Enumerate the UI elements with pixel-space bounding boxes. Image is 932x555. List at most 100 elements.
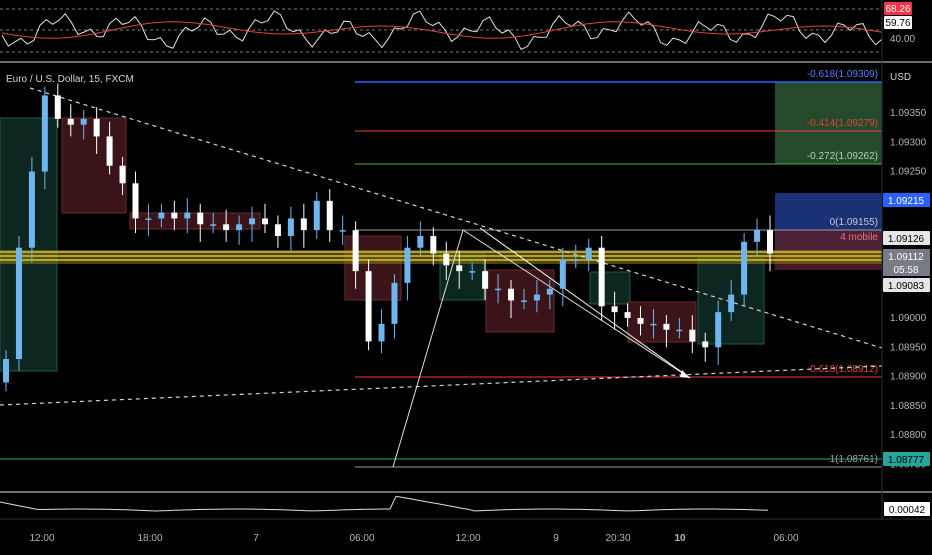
candle-body <box>287 218 294 236</box>
session-box <box>485 269 555 333</box>
candle-body <box>274 224 281 236</box>
time-axis-label: 7 <box>253 533 259 544</box>
candle-body <box>702 341 709 348</box>
candle-body <box>637 318 644 324</box>
rsi-pane[interactable] <box>0 8 883 53</box>
oscillator-value: 0.00042 <box>889 505 926 516</box>
candle-body <box>54 95 61 119</box>
candle-body <box>572 259 579 261</box>
candle-body <box>689 329 696 342</box>
candle-body <box>15 247 22 359</box>
rsi-axis: 68.26 59.76 40.00 <box>884 2 915 45</box>
candle-body <box>598 247 605 307</box>
candle-body <box>585 247 592 260</box>
rsi-line <box>1 10 883 51</box>
candle-body <box>300 218 307 231</box>
price-badge <box>883 231 930 245</box>
fib-label-neg618: -0.618(1.09309) <box>807 69 878 80</box>
candle-body <box>3 359 9 383</box>
price-badge <box>883 452 930 466</box>
price-tick-label: 1.09300 <box>890 137 927 148</box>
currency-label: USD <box>890 72 911 83</box>
oscillator-line <box>0 495 769 512</box>
candle-body <box>391 282 398 324</box>
candle-body <box>469 271 476 273</box>
candle-body <box>132 183 139 219</box>
candle-body <box>404 247 411 283</box>
price-badge-label: 1.09112 <box>888 252 924 263</box>
candle-body <box>559 259 566 289</box>
price-tick-label: 1.08850 <box>890 401 927 412</box>
candle-body <box>715 312 722 348</box>
candle-body <box>106 136 113 166</box>
candle-body <box>533 294 540 301</box>
candle-body <box>28 171 35 248</box>
candle-body <box>663 323 670 330</box>
time-axis-label: 12:00 <box>29 533 54 544</box>
time-axis-label: 10 <box>674 533 686 544</box>
candle-body <box>495 288 502 291</box>
price-badge <box>883 278 930 292</box>
price-badge <box>883 262 930 276</box>
candle-body <box>339 230 346 232</box>
price-tick-label: 1.09000 <box>890 313 927 324</box>
fib-retracement[interactable]: -0.618(1.09309) -0.414(1.09279) -0.272(1… <box>0 69 882 468</box>
rsi-value-badge: 68.26 <box>885 4 910 15</box>
price-tick-label: 1.08900 <box>890 372 927 383</box>
price-badges: 1.09215 1.09126 1.09112 05:58 1.09083 1.08777 <box>883 193 930 466</box>
time-axis-label: 06:00 <box>773 533 798 544</box>
price-badge-label: 1.08777 <box>888 455 925 466</box>
candle-body <box>624 312 631 318</box>
rsi-ma-badge: 59.76 <box>885 18 910 29</box>
time-axis-label: 20:30 <box>605 533 630 544</box>
target-zone <box>775 82 882 164</box>
time-axis[interactable]: 12:00 18:00 7 06:00 12:00 9 20:30 10 06:00 <box>29 533 798 544</box>
candle-body <box>67 118 74 125</box>
arrow-head <box>680 370 690 378</box>
candle-body <box>482 271 489 289</box>
price-badge <box>883 193 930 207</box>
candle-body <box>184 212 191 219</box>
fib-label-zero: 0(1.09155) <box>830 217 878 228</box>
candle-body <box>430 236 437 254</box>
candle-body <box>508 288 515 301</box>
candle-body <box>378 323 385 342</box>
session-box <box>589 271 631 305</box>
rsi-level-40: 40.00 <box>890 34 915 45</box>
candle-body <box>520 300 527 302</box>
key-level-zone[interactable] <box>0 250 882 264</box>
price-tick-label: 1.09350 <box>890 108 927 119</box>
price-tick-label: 1.08800 <box>890 430 927 441</box>
candle-body <box>443 253 450 266</box>
price-badge-label: 05:58 <box>893 265 918 276</box>
candle-body <box>546 288 553 295</box>
candle-body <box>365 271 372 342</box>
time-axis-label: 18:00 <box>137 533 162 544</box>
uptrend-line[interactable] <box>0 365 883 406</box>
fib-label-one: 1(1.08761) <box>830 454 878 465</box>
price-tick-label: 1.09250 <box>890 167 927 178</box>
candle-body <box>197 212 204 225</box>
session-box <box>0 117 58 372</box>
symbol-title[interactable]: Euro / U.S. Dollar, 15, FXCM <box>6 74 134 85</box>
candle-body <box>80 118 87 125</box>
candle-body <box>352 230 359 272</box>
candle-body <box>119 165 126 184</box>
candle-body <box>210 224 217 226</box>
price-tick-label: 1.08950 <box>890 342 927 353</box>
candle-body <box>650 323 657 326</box>
time-axis-label: 9 <box>553 533 559 544</box>
price-badge-label: 1.09083 <box>888 281 925 292</box>
rsi-signal-line <box>1 21 883 39</box>
candles <box>3 83 773 392</box>
candle-body <box>326 200 333 231</box>
candle-body <box>171 212 178 219</box>
candle-body <box>611 306 618 313</box>
candle-body <box>261 218 268 225</box>
swing-arrow[interactable] <box>479 227 691 379</box>
osc-badge-bg <box>884 502 930 516</box>
fib-label-618: 0.618(1.08912) <box>810 364 878 375</box>
candle-body <box>249 218 256 225</box>
